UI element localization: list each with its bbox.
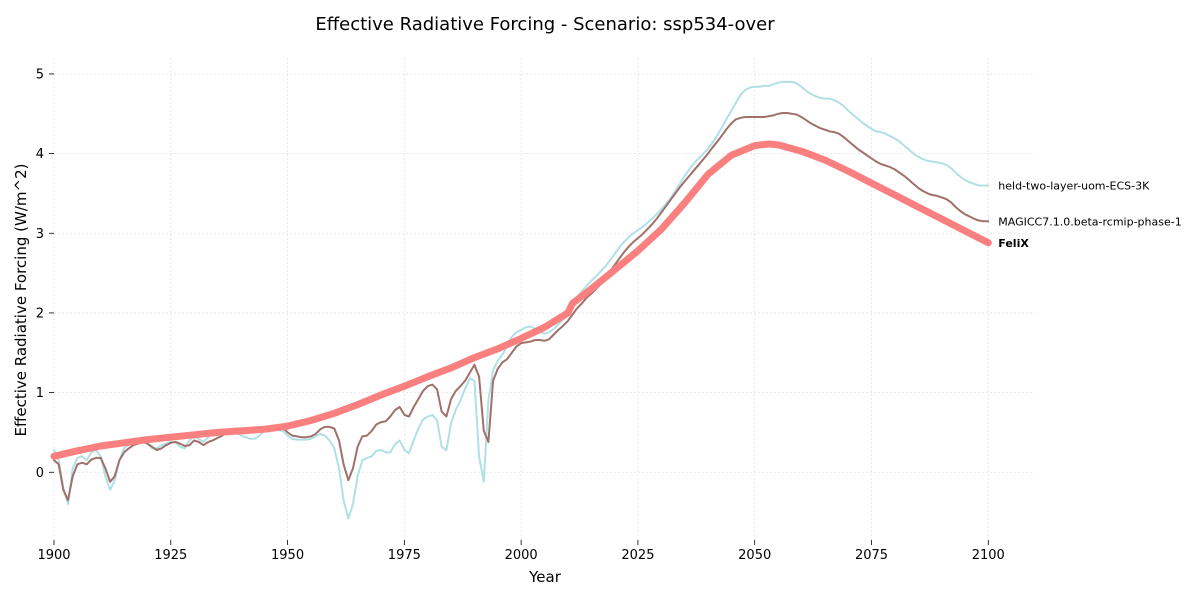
x-tick-label: 2100	[972, 548, 1005, 563]
series-label: MAGICC7.1.0.beta-rcmip-phase-1	[998, 215, 1181, 228]
series-label: FeliX	[998, 237, 1029, 250]
x-tick-label: 2075	[855, 548, 888, 563]
grid-lines	[53, 58, 1035, 540]
y-tick-label: 5	[36, 67, 44, 82]
series-labels: held-two-layer-uom-ECS-3K MAGICC7.1.0.bet…	[998, 179, 1181, 249]
axis-ticks: 1900 1925 1950 1975 2000 2025 2050 2075 2100 0 1 2 3…	[36, 67, 1005, 563]
y-tick-label: 0	[36, 466, 44, 481]
y-tick-label: 3	[36, 227, 44, 242]
x-tick-label: 1900	[37, 548, 70, 563]
x-tick-label: 1950	[271, 548, 304, 563]
series-line-magicc7-1-0-beta-rcmip-phase-1	[53, 112, 990, 502]
series-label: held-two-layer-uom-ECS-3K	[998, 179, 1150, 192]
y-tick-label: 2	[36, 306, 44, 321]
series-line-felix	[50, 140, 992, 460]
y-axis-label: Effective Radiative Forcing (W/m^2)	[12, 164, 30, 437]
x-tick-label: 1925	[154, 548, 187, 563]
y-tick-label: 4	[36, 147, 44, 162]
x-tick-label: 2050	[738, 548, 771, 563]
x-tick-label: 2025	[621, 548, 654, 563]
x-tick-label: 2000	[505, 548, 538, 563]
series-lines	[50, 80, 992, 520]
x-tick-label: 1975	[388, 548, 421, 563]
chart-title: Effective Radiative Forcing - Scenario: …	[315, 14, 775, 35]
x-axis-label: Year	[528, 568, 562, 586]
y-tick-label: 1	[36, 386, 44, 401]
